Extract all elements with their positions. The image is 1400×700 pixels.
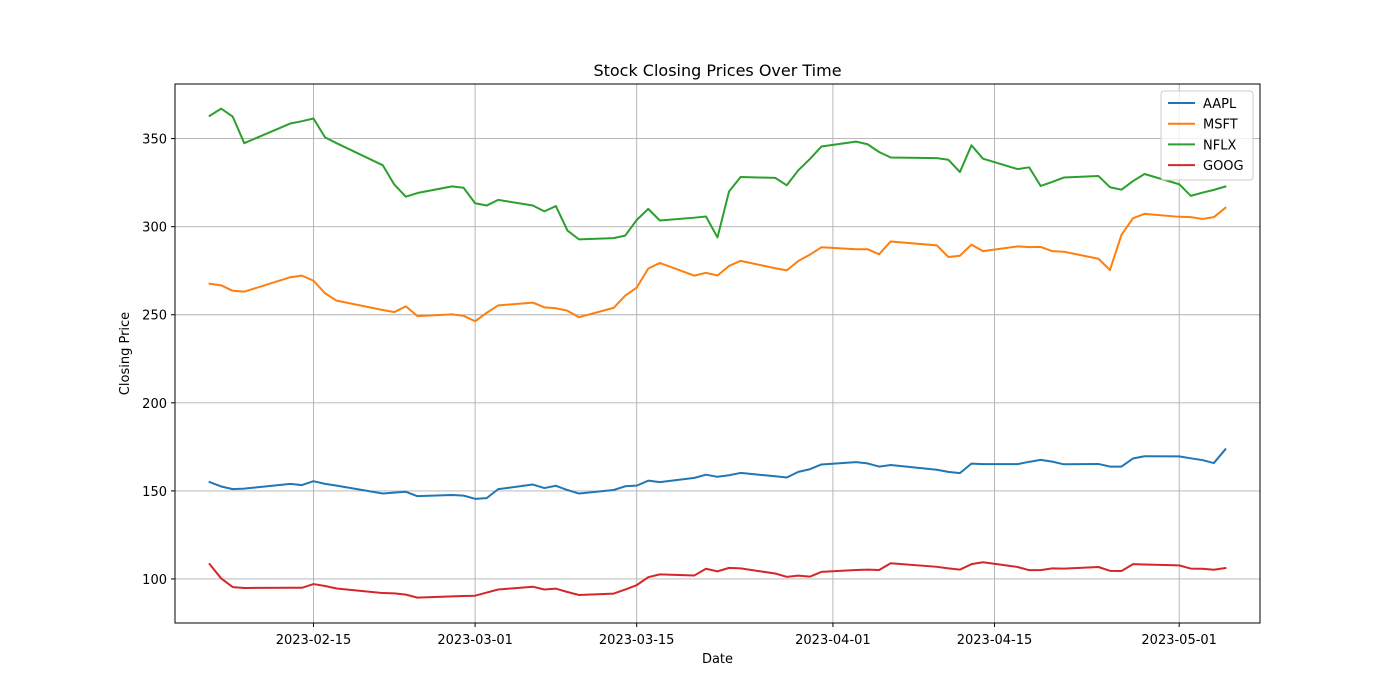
legend-label: GOOG [1203,159,1244,174]
series-lines [208,107,1227,599]
x-axis-title: Date [702,652,733,667]
y-axis-title: Closing Price [118,312,133,395]
y-tick-label: 300 [142,221,167,236]
y-tick-label: 200 [142,397,167,412]
chart-title: Stock Closing Prices Over Time [593,61,841,80]
x-tick-label: 2023-03-01 [437,633,513,648]
y-tick-label: 350 [142,133,167,148]
legend: AAPL MSFT NFLX GOOG [1160,90,1254,181]
y-tick-label: 150 [142,485,167,500]
x-tick-label: 2023-04-15 [957,633,1033,648]
legend-label: MSFT [1203,118,1238,133]
x-tick-label: 2023-05-01 [1141,633,1217,648]
series-line-goog [208,561,1227,599]
y-tick-label: 100 [142,573,167,588]
legend-box [1160,90,1254,181]
x-tick-label: 2023-03-15 [599,633,675,648]
plot-frame [174,83,1261,624]
legend-label: NFLX [1203,138,1236,153]
y-tick-label: 250 [142,309,167,324]
y-axis-ticks: 100 150 200 250 300 350 [142,133,175,588]
series-line-msft [208,206,1227,323]
x-tick-label: 2023-02-15 [276,633,352,648]
legend-label: AAPL [1203,97,1237,112]
x-tick-label: 2023-04-01 [795,633,871,648]
series-line-aapl [208,447,1227,500]
x-axis-ticks: 2023-02-15 2023-03-01 2023-03-15 2023-04-01… [276,623,1217,648]
gridlines [175,84,1260,623]
series-line-nflx [208,107,1227,241]
